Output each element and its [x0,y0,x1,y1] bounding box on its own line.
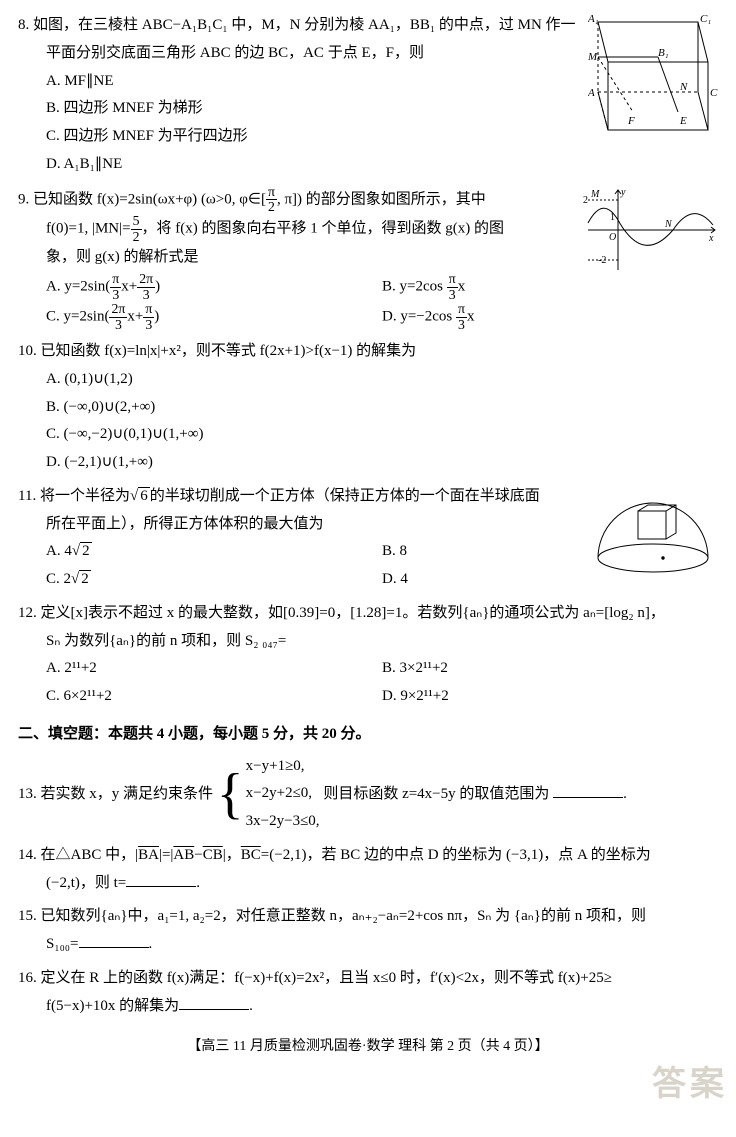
q13-num: 13. [18,786,37,802]
q12-stem-line2: Sₙ 为数列{aₙ}的前 n 项和，则 S₂ ₀₄₇= [18,628,718,656]
q12-opt-c: C. 6×2¹¹+2 [46,683,382,711]
q11-opt-c: C. 2√2 [46,566,382,594]
q10-opt-a: A. (0,1)∪(1,2) [46,366,718,394]
svg-text:2: 2 [583,195,588,206]
q11-opt-a: A. 4√2 [46,538,382,566]
question-8: 8. 如图，在三棱柱 ABC−A₁B₁C₁ 中，M，N 分别为棱 AA₁，BB₁… [18,12,718,179]
question-14: 14. 在△ABC 中，|BA|=|AB−CB|，BC=(−2,1)，若 BC … [18,842,718,898]
q15-line2: S₁₀₀=. [18,931,718,959]
q10-opt-c: C. (−∞,−2)∪(0,1)∪(1,+∞) [46,421,718,449]
q13-blank [553,782,623,798]
prism-icon: A₁ C₁ B₁ M N A C F E B [588,12,718,132]
question-15: 15. 已知数列{aₙ}中，a₁=1, a₂=2，对任意正整数 n，aₙ₊₂−a… [18,903,718,959]
svg-text:O: O [609,232,616,243]
q12-options: A. 2¹¹+2 B. 3×2¹¹+2 C. 6×2¹¹+2 D. 9×2¹¹+… [18,655,718,711]
q10-opt-b: B. (−∞,0)∪(2,+∞) [46,394,718,422]
q16-blank [179,994,249,1010]
q12-num: 12. [18,605,37,621]
svg-text:M: M [588,51,598,63]
q12-opt-a: A. 2¹¹+2 [46,655,382,683]
sine-graph-icon: 2 1 -2 M N O x y [583,185,718,275]
svg-text:M: M [590,189,600,200]
q9-opt-c: C. y=2sin(2π3x+π3) [46,302,382,332]
svg-text:F: F [627,115,635,127]
q8-opt-d: D. A₁B₁∥NE [46,151,718,179]
q8-num: 8. [18,17,29,33]
q14-num: 14. [18,847,37,863]
q15-line1: 15. 已知数列{aₙ}中，a₁=1, a₂=2，对任意正整数 n，aₙ₊₂−a… [18,903,718,931]
svg-text:N: N [679,81,688,93]
q9-num: 9. [18,191,29,207]
q16-line2: f(5−x)+10x 的解集为. [18,993,718,1021]
q10-num: 10. [18,343,37,359]
question-11: 11. 将一个半径为√6的半球切削成一个正方体（保持正方体的一个面在半球底面 所… [18,483,718,594]
constraint-brace: { x−y+1≥0, x−2y+2≤0, 3x−2y−3≤0, [217,753,320,836]
q12-stem-line1: 12. 定义[x]表示不超过 x 的最大整数，如[0.39]=0，[1.28]=… [18,600,718,628]
q14-line1: 14. 在△ABC 中，|BA|=|AB−CB|，BC=(−2,1)，若 BC … [18,842,718,870]
question-12: 12. 定义[x]表示不超过 x 的最大整数，如[0.39]=0，[1.28]=… [18,600,718,711]
watermark: 答案 [652,1054,728,1117]
question-16: 16. 定义在 R 上的函数 f(x)满足：f(−x)+f(x)=2x²，且当 … [18,965,718,1021]
svg-text:1: 1 [610,212,615,223]
question-9: 9. 已知函数 f(x)=2sin(ωx+φ) (ω>0, φ∈[π2, π])… [18,185,718,333]
q12-opt-b: B. 3×2¹¹+2 [382,655,718,683]
svg-text:A: A [588,87,595,99]
q9-opt-d: D. y=−2cos π3x [382,302,718,332]
q16-line1: 16. 定义在 R 上的函数 f(x)满足：f(−x)+f(x)=2x²，且当 … [18,965,718,993]
svg-text:N: N [664,219,673,230]
svg-text:y: y [620,187,626,198]
svg-text:E: E [679,115,687,127]
q13-c1: x−y+1≥0, [246,753,320,781]
svg-text:C: C [710,87,718,99]
svg-text:x: x [708,233,714,244]
q12-opt-d: D. 9×2¹¹+2 [382,683,718,711]
question-10: 10. 已知函数 f(x)=ln|x|+x²，则不等式 f(2x+1)>f(x−… [18,338,718,477]
q10-options: A. (0,1)∪(1,2) B. (−∞,0)∪(2,+∞) C. (−∞,−… [18,366,718,477]
prism-figure: A₁ C₁ B₁ M N A C F E B [588,12,718,143]
q13-c2: x−2y+2≤0, [246,780,320,808]
svg-text:C₁: C₁ [700,13,711,25]
q13-c3: 3x−2y−3≤0, [246,808,320,836]
page-footer: 【高三 11 月质量检测巩固卷·数学 理科 第 2 页（共 4 页）】 [18,1034,718,1060]
q15-num: 15. [18,908,37,924]
hemisphere-figure [588,483,718,589]
section-2-heading: 二、填空题：本题共 4 小题，每小题 5 分，共 20 分。 [18,721,718,749]
svg-text:B: B [606,131,613,132]
q11-num: 11. [18,488,36,504]
question-13: 13. 若实数 x，y 满足约束条件 { x−y+1≥0, x−2y+2≤0, … [18,753,718,836]
q15-blank [79,932,149,948]
sine-figure: 2 1 -2 M N O x y [583,185,718,286]
svg-text:B₁: B₁ [658,47,669,59]
svg-text:-2: -2 [598,255,606,266]
q14-line2: (−2,t)，则 t=. [18,870,718,898]
svg-text:A₁: A₁ [588,13,599,25]
q10-stem: 10. 已知函数 f(x)=ln|x|+x²，则不等式 f(2x+1)>f(x−… [18,338,718,366]
q14-blank [126,871,196,887]
q10-opt-d: D. (−2,1)∪(1,+∞) [46,449,718,477]
q9-opt-a: A. y=2sin(π3x+2π3) [46,272,382,302]
q16-num: 16. [18,970,37,986]
hemisphere-icon [588,483,718,578]
